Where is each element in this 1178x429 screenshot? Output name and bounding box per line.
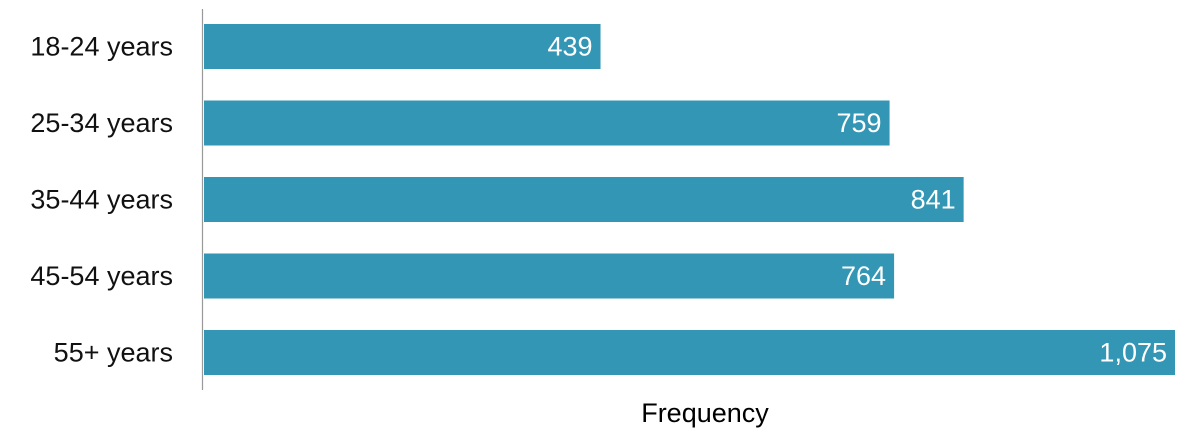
value-label-18-24-years: 439 bbox=[547, 32, 592, 62]
bar-25-34-years bbox=[204, 100, 890, 146]
value-label-25-34-years: 759 bbox=[837, 108, 882, 138]
bar-55-years bbox=[204, 330, 1175, 375]
category-labels-group: 18-24 years 25-34 years 35-44 years 45-54 y… bbox=[30, 32, 173, 368]
bar-35-44-years bbox=[204, 177, 964, 222]
value-labels-group: 439 759 841 764 1,075 bbox=[547, 32, 1167, 368]
value-label-55-years: 1,075 bbox=[1099, 338, 1167, 368]
bar-18-24-years bbox=[204, 24, 601, 69]
category-label-35-44-years: 35-44 years bbox=[30, 185, 173, 215]
category-label-45-54-years: 45-54 years bbox=[30, 261, 173, 291]
bars-group bbox=[204, 24, 1175, 375]
value-label-35-44-years: 841 bbox=[911, 185, 956, 215]
category-label-55-years: 55+ years bbox=[54, 338, 173, 368]
category-label-25-34-years: 25-34 years bbox=[30, 108, 173, 138]
bar-45-54-years bbox=[204, 253, 895, 299]
value-label-45-54-years: 764 bbox=[841, 261, 886, 291]
x-axis-title: Frequency bbox=[641, 398, 769, 428]
category-label-18-24-years: 18-24 years bbox=[30, 32, 173, 62]
